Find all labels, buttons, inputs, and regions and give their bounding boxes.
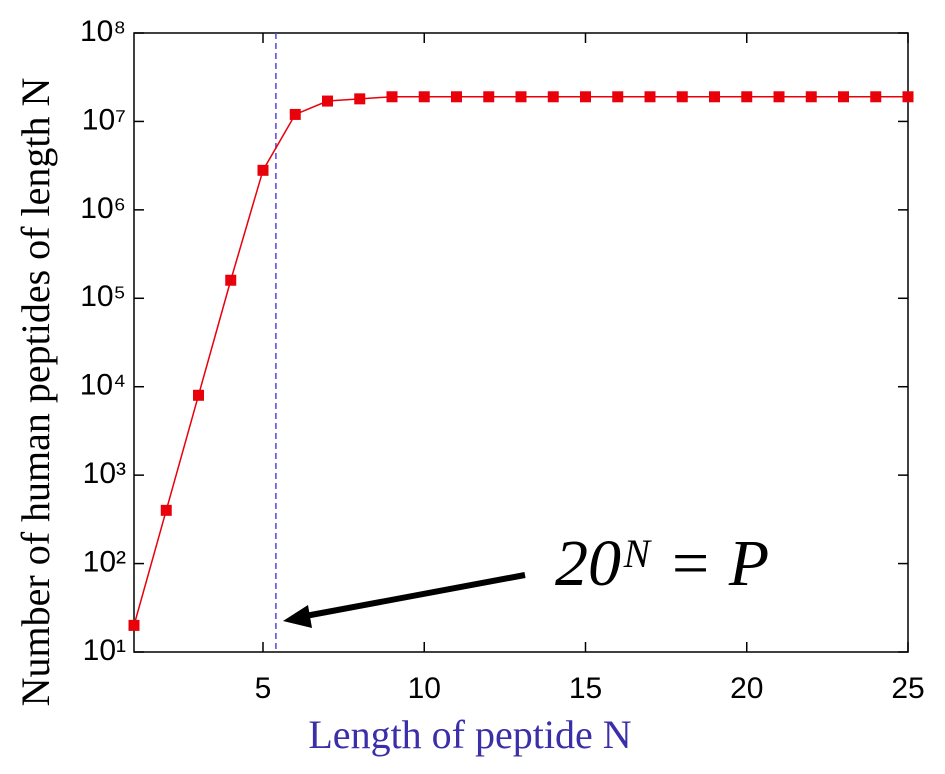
- x-tick-label: 10: [408, 672, 441, 705]
- marker: [870, 91, 882, 103]
- marker: [160, 504, 172, 516]
- marker: [225, 274, 237, 286]
- marker: [515, 91, 527, 103]
- marker: [386, 91, 398, 103]
- marker: [483, 91, 495, 103]
- marker: [612, 91, 624, 103]
- marker: [354, 93, 366, 105]
- x-tick-label: 5: [255, 672, 272, 705]
- y-axis-label: Number of human peptides of length N: [13, 78, 58, 707]
- marker: [773, 91, 785, 103]
- marker: [128, 619, 140, 631]
- marker: [257, 164, 269, 176]
- y-tick-label: 10¹: [83, 634, 126, 667]
- marker: [902, 91, 914, 103]
- marker: [418, 91, 430, 103]
- arrow-head: [283, 605, 312, 628]
- marker: [741, 91, 753, 103]
- marker: [709, 91, 720, 103]
- y-tick-label: 10³: [83, 457, 126, 490]
- y-tick-label: 10⁷: [82, 103, 126, 136]
- x-axis-label: Length of peptide N: [308, 712, 631, 757]
- marker: [193, 389, 204, 401]
- marker: [838, 91, 849, 103]
- y-tick-label: 10⁴: [80, 369, 126, 402]
- marker: [676, 91, 688, 103]
- marker: [805, 91, 817, 103]
- marker: [644, 91, 656, 103]
- x-tick-label: 20: [730, 672, 763, 705]
- x-tick-label: 15: [569, 672, 602, 705]
- y-tick-label: 10⁵: [80, 280, 126, 313]
- y-tick-label: 10⁸: [80, 15, 126, 48]
- annotation: 20ᴺ = P: [555, 527, 769, 600]
- series-line: [133, 96, 908, 626]
- y-tick-label: 10⁶: [80, 192, 126, 225]
- marker: [322, 95, 333, 107]
- arrow-shaft: [299, 572, 526, 620]
- marker: [451, 91, 462, 103]
- x-tick-label: 25: [891, 672, 924, 705]
- plot-frame: [133, 32, 909, 653]
- marker: [547, 91, 559, 103]
- marker: [289, 108, 301, 120]
- marker: [580, 91, 591, 103]
- y-tick-label: 10²: [83, 545, 126, 578]
